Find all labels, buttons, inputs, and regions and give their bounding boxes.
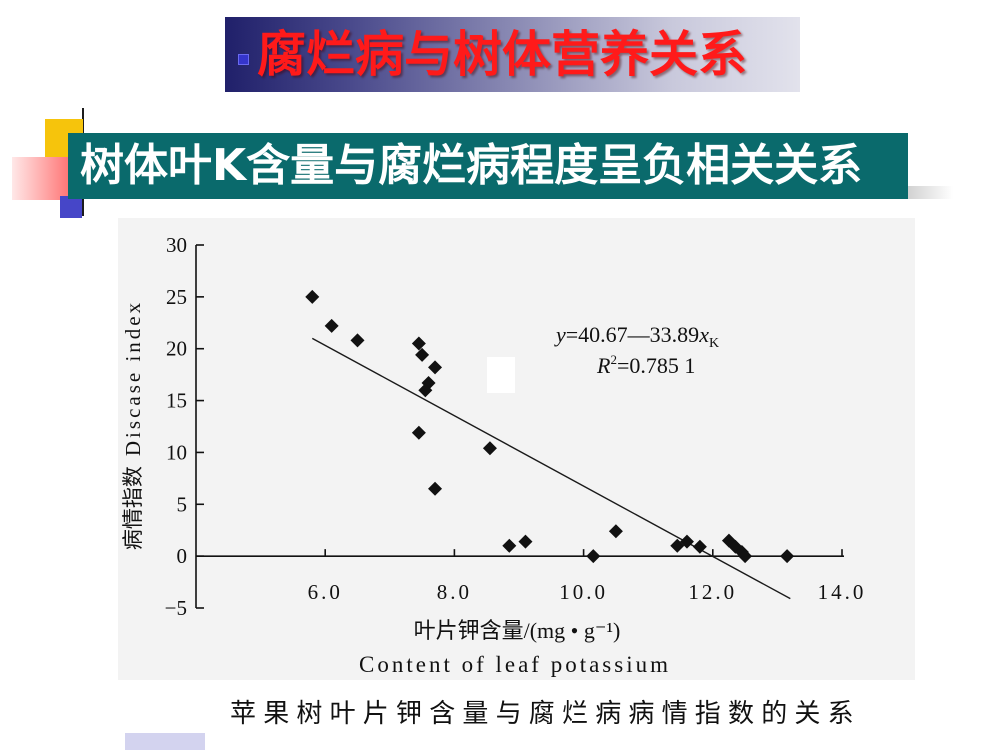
data-point [482,441,497,456]
y-tick-label: 30 [166,233,187,257]
equation-body: =40.67—33.89 [566,322,699,347]
equation-lhs: y [554,322,566,347]
decorative-pink-bar [12,157,72,200]
data-point [608,524,623,539]
decorative-bottom-bar [125,733,205,750]
chart-panel: 30 25 20 15 10 5 0 −5 6.0 8.0 10.0 12.0 14.0 y=40.67… [118,218,915,680]
data-point [780,549,795,564]
data-point [518,534,533,549]
figure-caption: 苹果树叶片钾含量与腐烂病病情指数的关系 [230,699,861,729]
x-axis-label-en: Content of leaf potassium [359,652,671,677]
x-tick-label: 14.0 [818,580,867,604]
y-tick-label: −5 [165,596,187,620]
y-axis-label-cn: 病情指数 [121,466,145,550]
r-squared-symbol: R [596,353,611,378]
x-tick-label: 6.0 [308,580,343,604]
slide-title: 腐烂病与树体营养关系 [257,26,748,83]
data-point [418,383,433,398]
x-tick-label: 8.0 [437,580,472,604]
data-point [586,549,601,564]
r-squared: R2=0.785 1 [596,352,695,378]
trendline-group [311,337,791,600]
subtitle-banner: 树体叶K含量与腐烂病程度呈负相关关系 [68,133,908,199]
data-point [350,333,365,348]
r-squared-superscript: 2 [610,352,617,367]
regression-equation: y=40.67—33.89xK [554,322,719,351]
x-tick-label: 10.0 [559,580,608,604]
data-point [305,289,320,304]
blank-patch [487,357,515,393]
data-point [324,318,339,333]
y-tick-label: 15 [166,389,187,413]
y-axis-label: 病情指数 Discase index [121,300,145,550]
x-tick-label: 12.0 [688,580,737,604]
data-point [428,481,443,496]
y-tick-label: 10 [166,440,187,464]
data-point [411,425,426,440]
y-tick-label: 25 [166,285,187,309]
data-point [502,538,517,553]
trendline [311,337,791,600]
y-axis-label-en: Discase index [121,300,145,456]
square-bullet-icon [238,54,249,65]
slide-subtitle: 树体叶K含量与腐烂病程度呈负相关关系 [80,140,863,191]
subtitle-banner-shadow [908,186,953,199]
equation-variable: x [698,322,709,347]
title-banner: 腐烂病与树体营养关系 [225,17,800,92]
data-point [692,539,707,554]
scatter-plot: 30 25 20 15 10 5 0 −5 6.0 8.0 10.0 12.0 14.0 y=40.67… [121,233,867,677]
axes: 30 25 20 15 10 5 0 −5 6.0 8.0 10.0 12.0 14.0 [165,233,867,620]
x-axis-label-cn: 叶片钾含量/(mg • g⁻¹) [414,618,621,643]
data-point [738,549,753,564]
r-squared-value: =0.785 1 [617,353,695,378]
y-tick-label: 0 [177,544,188,568]
y-tick-label: 20 [166,337,187,361]
decorative-blue-square [60,196,82,218]
data-point [411,336,426,351]
equation-subscript: K [709,336,719,351]
data-point [428,360,443,375]
data-point [728,539,743,554]
data-point [415,347,430,362]
data-points [305,289,795,564]
y-tick-label: 5 [177,492,188,516]
data-point [679,534,694,549]
